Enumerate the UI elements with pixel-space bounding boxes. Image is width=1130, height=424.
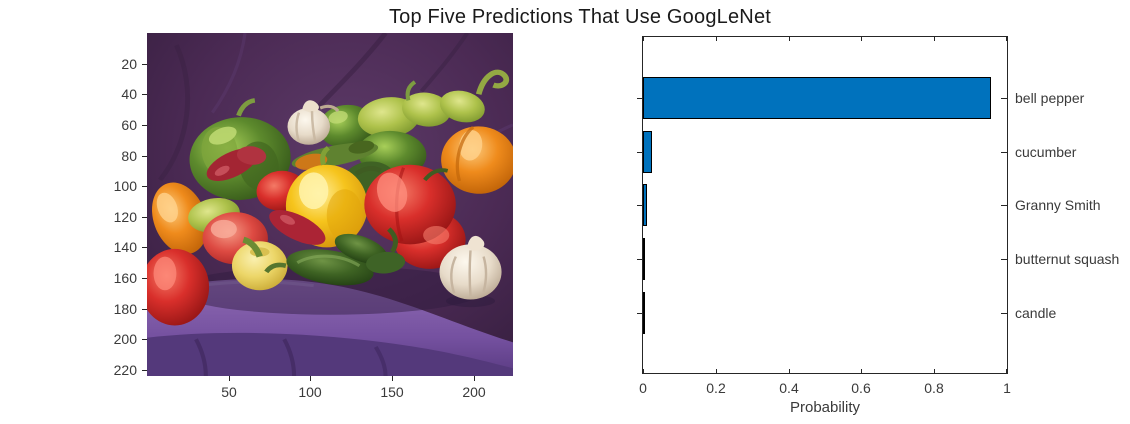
category-label: Granny Smith xyxy=(1015,197,1101,213)
category-label: cucumber xyxy=(1015,144,1077,160)
bar-chart: Probability bell pepper cucumber Granny Sm… xyxy=(637,36,1119,416)
category-label: bell pepper xyxy=(1015,90,1085,106)
x-tick-bottom xyxy=(1006,369,1007,373)
bar-Granny-Smith xyxy=(643,184,647,226)
y-tick-left xyxy=(637,313,642,314)
image-y-tick-label: 160 xyxy=(113,270,137,286)
garlic-bottom xyxy=(439,235,502,308)
x-tick-top xyxy=(643,37,644,41)
image-panel: 20 40 60 80 100 120 140 160 180 200 220 50 100 150 200 xyxy=(114,33,513,399)
x-tick-label: 0.2 xyxy=(706,380,726,396)
image-y-tick-label: 100 xyxy=(113,178,137,194)
y-tick-right xyxy=(1001,205,1007,206)
x-tick-label: 0.4 xyxy=(779,380,799,396)
image-y-tick xyxy=(142,186,147,187)
y-tick-left xyxy=(637,152,642,153)
x-axis-label: Probability xyxy=(789,399,861,416)
x-tick-bottom xyxy=(789,369,790,373)
image-y-tick xyxy=(142,370,147,371)
bar-bell-pepper xyxy=(643,77,991,119)
y-tick-right xyxy=(1001,259,1007,260)
figure-title: Top Five Predictions That Use GoogLeNet xyxy=(388,6,772,28)
x-tick-bottom xyxy=(861,369,862,373)
image-x-tick xyxy=(392,376,393,381)
image-y-tick-label: 140 xyxy=(113,239,137,255)
bar-cucumber xyxy=(643,131,652,173)
bar-butternut-squash xyxy=(643,238,645,280)
image-y-tick xyxy=(142,339,147,340)
category-label: candle xyxy=(1015,305,1057,321)
x-tick-bottom xyxy=(643,369,644,373)
image-y-tick-label: 80 xyxy=(121,148,137,164)
y-tick-right xyxy=(1001,313,1007,314)
image-x-tick-label: 100 xyxy=(298,384,322,400)
image-y-tick xyxy=(142,156,147,157)
big-red-bell-pepper xyxy=(364,164,466,269)
image-y-tick xyxy=(142,217,147,218)
image-y-tick xyxy=(142,247,147,248)
x-tick-top xyxy=(934,37,935,41)
x-tick-bottom xyxy=(716,369,717,373)
image-y-tick xyxy=(142,125,147,126)
y-tick-left xyxy=(637,98,642,99)
image-x-tick xyxy=(310,376,311,381)
image-y-tick-label: 180 xyxy=(113,301,137,317)
garlic-top xyxy=(287,100,340,145)
image-x-tick-label: 150 xyxy=(380,384,404,400)
x-tick-label: 0 xyxy=(639,380,647,396)
image-y-tick-label: 220 xyxy=(113,362,137,378)
bar-candle xyxy=(643,292,645,334)
x-tick-top xyxy=(861,37,862,41)
x-tick-label: 1 xyxy=(1003,380,1011,396)
image-x-tick xyxy=(474,376,475,381)
image-y-tick xyxy=(142,64,147,65)
image-y-tick-label: 40 xyxy=(121,86,137,102)
x-tick-label: 0.6 xyxy=(851,380,871,396)
image-x-tick-label: 200 xyxy=(462,384,486,400)
image-y-tick-label: 120 xyxy=(113,209,137,225)
image-y-tick-label: 60 xyxy=(121,117,137,133)
peppers-image xyxy=(147,33,513,376)
y-tick-right xyxy=(1001,98,1007,99)
y-tick-left xyxy=(637,205,642,206)
y-tick-right xyxy=(1001,152,1007,153)
image-y-tick xyxy=(142,278,147,279)
x-tick-bottom xyxy=(934,369,935,373)
image-y-tick xyxy=(142,309,147,310)
y-tick-left xyxy=(637,259,642,260)
image-y-tick-label: 20 xyxy=(121,56,137,72)
image-y-tick-label: 200 xyxy=(113,331,137,347)
image-x-tick-label: 50 xyxy=(221,384,237,400)
image-x-tick xyxy=(229,376,230,381)
x-tick-top xyxy=(1006,37,1007,41)
x-tick-top xyxy=(789,37,790,41)
x-tick-label: 0.8 xyxy=(924,380,944,396)
pale-yellow-pepper xyxy=(231,236,288,291)
x-tick-top xyxy=(716,37,717,41)
category-label: butternut squash xyxy=(1015,251,1120,267)
image-y-tick xyxy=(142,94,147,95)
